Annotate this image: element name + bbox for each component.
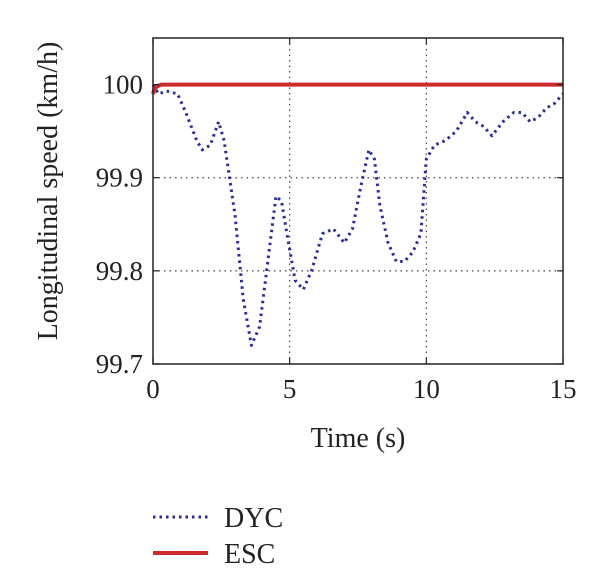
y-tick-labels: 99.7 99.8 99.9 100 bbox=[96, 70, 143, 379]
legend-label-dyc: DYC bbox=[224, 503, 283, 534]
x-tick-label: 10 bbox=[413, 374, 440, 404]
y-tick-label: 100 bbox=[103, 70, 144, 100]
x-axis-label: Time (s) bbox=[311, 423, 406, 454]
y-tick-label: 99.8 bbox=[96, 256, 143, 286]
y-tick-label: 99.9 bbox=[96, 163, 143, 193]
series-line-esc bbox=[151, 82, 563, 95]
x-tick-label: 5 bbox=[283, 374, 297, 404]
legend-label-esc: ESC bbox=[224, 539, 275, 570]
x-tick-labels: 0 5 10 15 bbox=[146, 374, 576, 404]
x-tick-label: 0 bbox=[146, 374, 160, 404]
plot-frame bbox=[152, 37, 564, 365]
series-lines bbox=[151, 82, 565, 347]
y-axis-label: Longitudinal speed (km/h) bbox=[33, 42, 64, 341]
y-tick-label: 99.7 bbox=[96, 349, 143, 379]
axis-ticks bbox=[152, 38, 564, 365]
series-line-dyc bbox=[151, 83, 565, 347]
grid-lines bbox=[153, 38, 563, 364]
legend: DYC ESC bbox=[153, 503, 283, 570]
x-tick-label: 15 bbox=[550, 374, 577, 404]
